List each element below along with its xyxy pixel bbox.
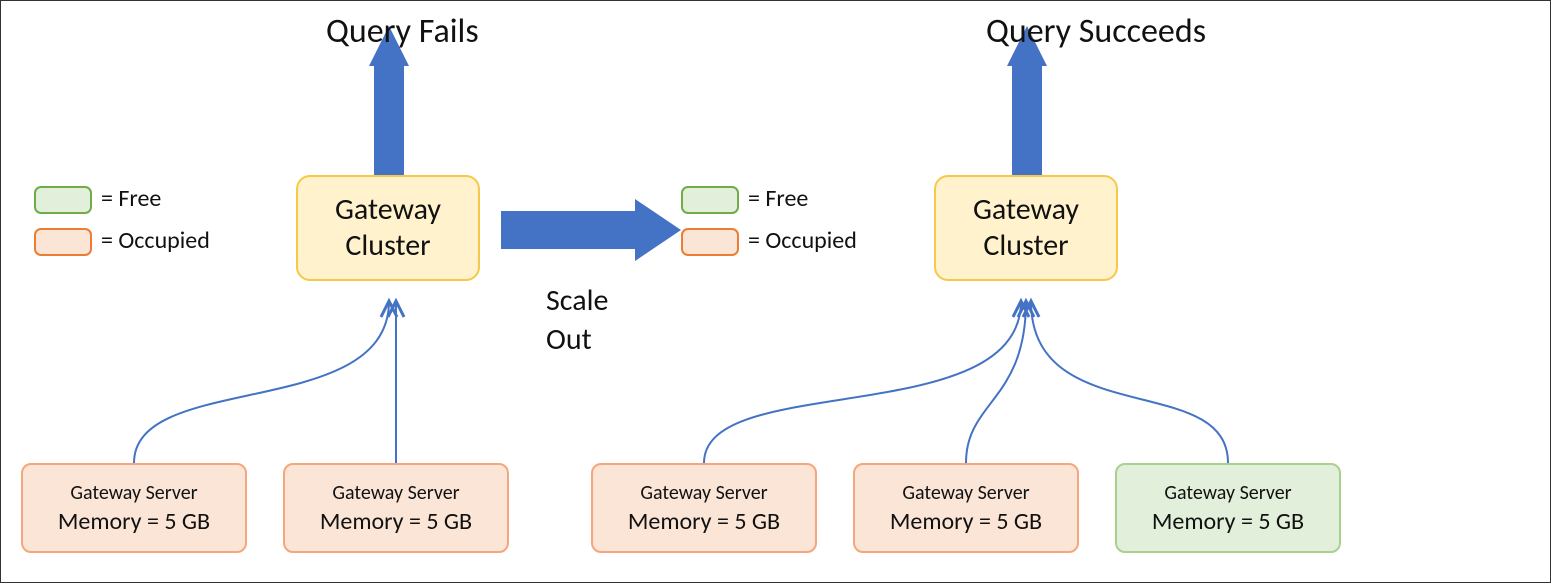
legend-label-free: = Free [748, 184, 808, 213]
gateway-cluster-right: Gateway Cluster [934, 175, 1118, 281]
server-title: Gateway Server [23, 481, 245, 505]
legend-label-occupied: = Occupied [101, 226, 210, 255]
gateway-cluster-label: Gateway [298, 192, 478, 228]
server-box-occupied: Gateway Server Memory = 5 GB [853, 463, 1079, 553]
legend-swatch-free [34, 186, 92, 214]
server-title: Gateway Server [593, 481, 815, 505]
scale-out-line: Out [546, 321, 592, 358]
server-box-occupied: Gateway Server Memory = 5 GB [591, 463, 817, 553]
connector-right-1 [704, 301, 1021, 463]
connector-right-2 [966, 301, 1026, 463]
connector-right-3 [1031, 301, 1228, 463]
diagram-canvas: Query Fails Query Succeeds Gateway Clust… [0, 0, 1551, 583]
scale-out-arrow [501, 199, 681, 261]
legend-swatch-occupied [34, 228, 92, 256]
legend-swatch-free [681, 186, 739, 214]
gateway-cluster-label: Gateway [936, 192, 1116, 228]
gateway-cluster-label: Cluster [298, 228, 478, 264]
scale-out-line: Scale [546, 282, 608, 319]
gateway-cluster-left: Gateway Cluster [296, 175, 480, 281]
server-memory: Memory = 5 GB [593, 507, 815, 536]
scale-out-label: Scale Out [546, 281, 608, 359]
legend-label-free: = Free [101, 184, 161, 213]
server-memory: Memory = 5 GB [855, 507, 1077, 536]
gateway-cluster-label: Cluster [936, 228, 1116, 264]
server-memory: Memory = 5 GB [1117, 507, 1339, 536]
server-box-free: Gateway Server Memory = 5 GB [1115, 463, 1341, 553]
server-memory: Memory = 5 GB [285, 507, 507, 536]
connector-left-1 [134, 301, 389, 463]
legend-label-occupied: = Occupied [748, 226, 857, 255]
server-memory: Memory = 5 GB [23, 507, 245, 536]
title-right: Query Succeeds [986, 11, 1206, 52]
title-left: Query Fails [326, 11, 479, 52]
server-title: Gateway Server [855, 481, 1077, 505]
legend-swatch-occupied [681, 228, 739, 256]
server-title: Gateway Server [1117, 481, 1339, 505]
server-title: Gateway Server [285, 481, 507, 505]
server-box-occupied: Gateway Server Memory = 5 GB [21, 463, 247, 553]
server-box-occupied: Gateway Server Memory = 5 GB [283, 463, 509, 553]
